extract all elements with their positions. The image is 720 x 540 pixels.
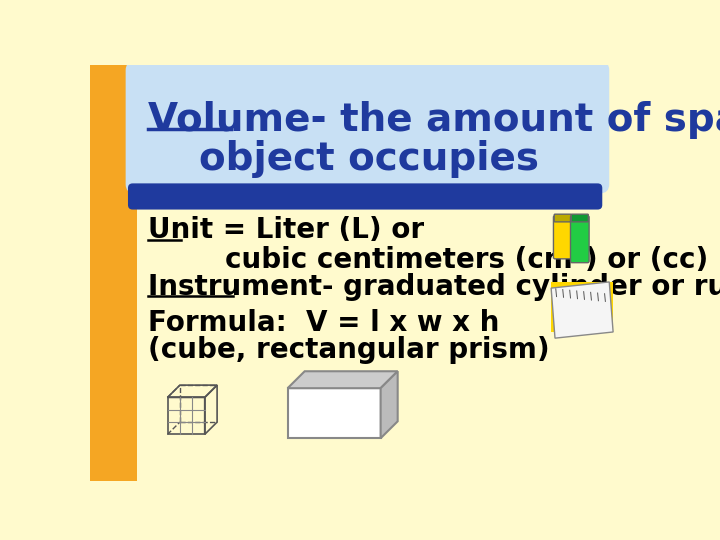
FancyBboxPatch shape [128,184,602,210]
Text: (cube, rectangular prism): (cube, rectangular prism) [148,336,550,364]
FancyBboxPatch shape [571,214,588,222]
FancyBboxPatch shape [551,282,613,332]
FancyBboxPatch shape [90,65,137,481]
FancyBboxPatch shape [137,65,648,481]
Text: Unit = Liter (L) or: Unit = Liter (L) or [148,217,424,244]
FancyBboxPatch shape [570,215,589,262]
FancyBboxPatch shape [554,215,572,259]
Text: Formula:  V = l x w x h: Formula: V = l x w x h [148,309,500,337]
Polygon shape [551,282,613,338]
Text: object occupies: object occupies [199,140,539,178]
Text: Volume- the amount of space an: Volume- the amount of space an [148,101,720,139]
Text: cubic centimeters (cm³) or (cc): cubic centimeters (cm³) or (cc) [148,246,708,274]
FancyBboxPatch shape [126,61,609,193]
Polygon shape [287,388,381,438]
FancyBboxPatch shape [554,214,571,222]
Text: Instrument- graduated cylinder or ruler: Instrument- graduated cylinder or ruler [148,273,720,301]
Polygon shape [381,372,397,438]
Polygon shape [287,372,397,388]
